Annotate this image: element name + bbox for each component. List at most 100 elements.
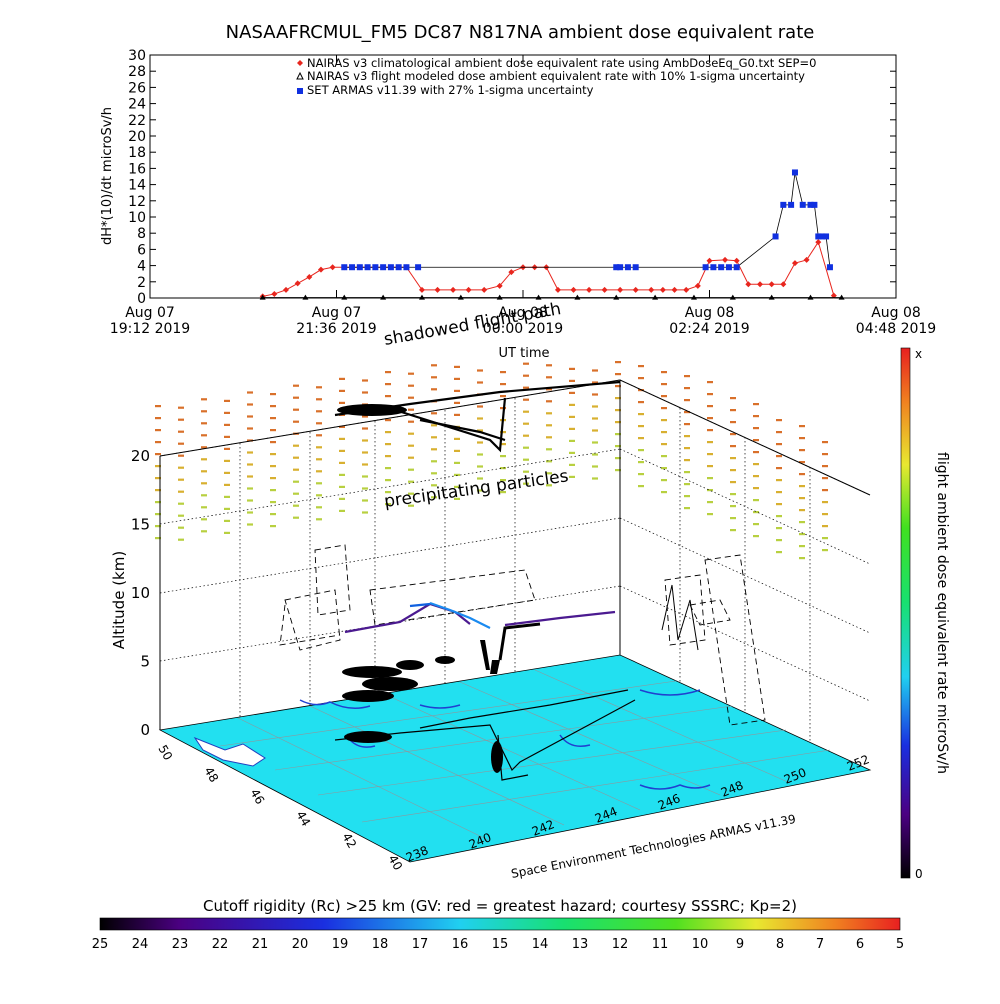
dose-point <box>753 427 759 430</box>
dose-point <box>684 435 690 438</box>
nairas-flight-point <box>652 294 659 300</box>
dose-point <box>293 420 299 423</box>
dose-point <box>661 407 667 410</box>
nairas-clim-point <box>329 264 336 271</box>
dose-point <box>293 396 299 399</box>
y-tick-label: 10 <box>128 210 146 226</box>
dose-point <box>224 435 230 438</box>
legend-entry-nairas-flight: NAIRAS v3 flight modeled dose ambient eq… <box>307 69 805 83</box>
y-tick-label: 6 <box>137 242 146 258</box>
dose-point <box>523 422 529 425</box>
ground-grid <box>219 669 831 841</box>
nairas-flight-point <box>535 294 542 300</box>
dose-point <box>615 385 621 388</box>
y-tick-label: 12 <box>128 194 146 210</box>
dose-point <box>408 396 414 399</box>
dose-point <box>247 439 253 442</box>
dose-point <box>155 465 161 468</box>
dose-point <box>799 521 805 524</box>
latitude-tick-label: 44 <box>293 809 313 829</box>
nairas-clim-point <box>745 281 752 288</box>
nairas-clim-point <box>617 286 624 293</box>
dose-point <box>477 381 483 384</box>
dose-point <box>293 408 299 411</box>
dose-point <box>431 496 437 499</box>
nairas-clim-point <box>830 292 837 299</box>
dose-point <box>431 376 437 379</box>
dose-point <box>500 455 506 458</box>
dose-point <box>822 525 828 528</box>
dose-point <box>431 412 437 415</box>
dose-point <box>477 405 483 408</box>
dose-point <box>316 398 322 401</box>
dose-point <box>155 405 161 408</box>
cutoff-tick-label: 24 <box>132 937 149 952</box>
nairas-clim-point <box>706 257 713 264</box>
dose-point <box>316 458 322 461</box>
dose-point <box>822 489 828 492</box>
descent-track <box>480 640 500 674</box>
dose-point <box>592 477 598 480</box>
dose-point <box>546 460 552 463</box>
cutoff-tick-label: 18 <box>372 937 389 952</box>
cutoff-label: Cutoff rigidity (Rc) >25 km (GV: red = g… <box>203 897 797 915</box>
dose-point <box>546 436 552 439</box>
dose-point <box>523 362 529 365</box>
armas-point <box>823 233 830 240</box>
dose-point <box>178 502 184 505</box>
dose-point <box>178 538 184 541</box>
dose-point <box>293 384 299 387</box>
armas-point <box>395 264 402 271</box>
colorbar-max-label: x <box>915 347 922 361</box>
nairas-clim-point <box>768 281 775 288</box>
dose-point <box>178 478 184 481</box>
dose-point <box>408 480 414 483</box>
nairas-clim-point <box>508 269 515 276</box>
nairas-flight-point <box>457 294 464 300</box>
dose-point <box>339 449 345 452</box>
dose-point <box>224 459 230 462</box>
coastline <box>193 736 266 767</box>
armas-point <box>791 169 798 176</box>
chart-title: NASAAFRCMUL_FM5 DC87 N817NA ambient dose… <box>226 22 815 43</box>
armas-point <box>710 264 717 271</box>
dose-point <box>247 415 253 418</box>
latitude-tick-label: 46 <box>247 787 267 807</box>
cutoff-tick-label: 6 <box>856 937 864 952</box>
dose-point <box>684 399 690 402</box>
dose-point <box>224 495 230 498</box>
cutoff-tick-label: 11 <box>652 937 669 952</box>
armas-point <box>815 233 822 240</box>
dose-point <box>454 377 460 380</box>
dose-point <box>477 477 483 480</box>
legend-marker-nairas-climatological <box>297 60 303 66</box>
dose-point <box>684 447 690 450</box>
nairas-clim-point <box>722 256 729 263</box>
dose-point <box>569 379 575 382</box>
dose-point <box>385 503 391 506</box>
dose-point <box>776 467 782 470</box>
dose-point <box>776 431 782 434</box>
dose-point <box>477 429 483 432</box>
dose-point <box>661 443 667 446</box>
dose-point <box>178 526 184 529</box>
dose-point <box>707 417 713 420</box>
dose-point <box>638 377 644 380</box>
y-tick-label: 20 <box>128 129 146 145</box>
dose-point <box>316 494 322 497</box>
dose-point <box>477 453 483 456</box>
dose-point <box>799 473 805 476</box>
dose-point <box>201 446 207 449</box>
dose-point <box>569 439 575 442</box>
x-tick-label-line2: 00:00 2019 <box>483 321 563 337</box>
armas-point <box>356 264 363 271</box>
dose-point <box>385 419 391 422</box>
dose-point <box>224 447 230 450</box>
dose-point <box>753 499 759 502</box>
dose-point <box>247 451 253 454</box>
dose-point <box>155 525 161 528</box>
flight-path <box>344 601 616 661</box>
dose-point <box>247 511 253 514</box>
